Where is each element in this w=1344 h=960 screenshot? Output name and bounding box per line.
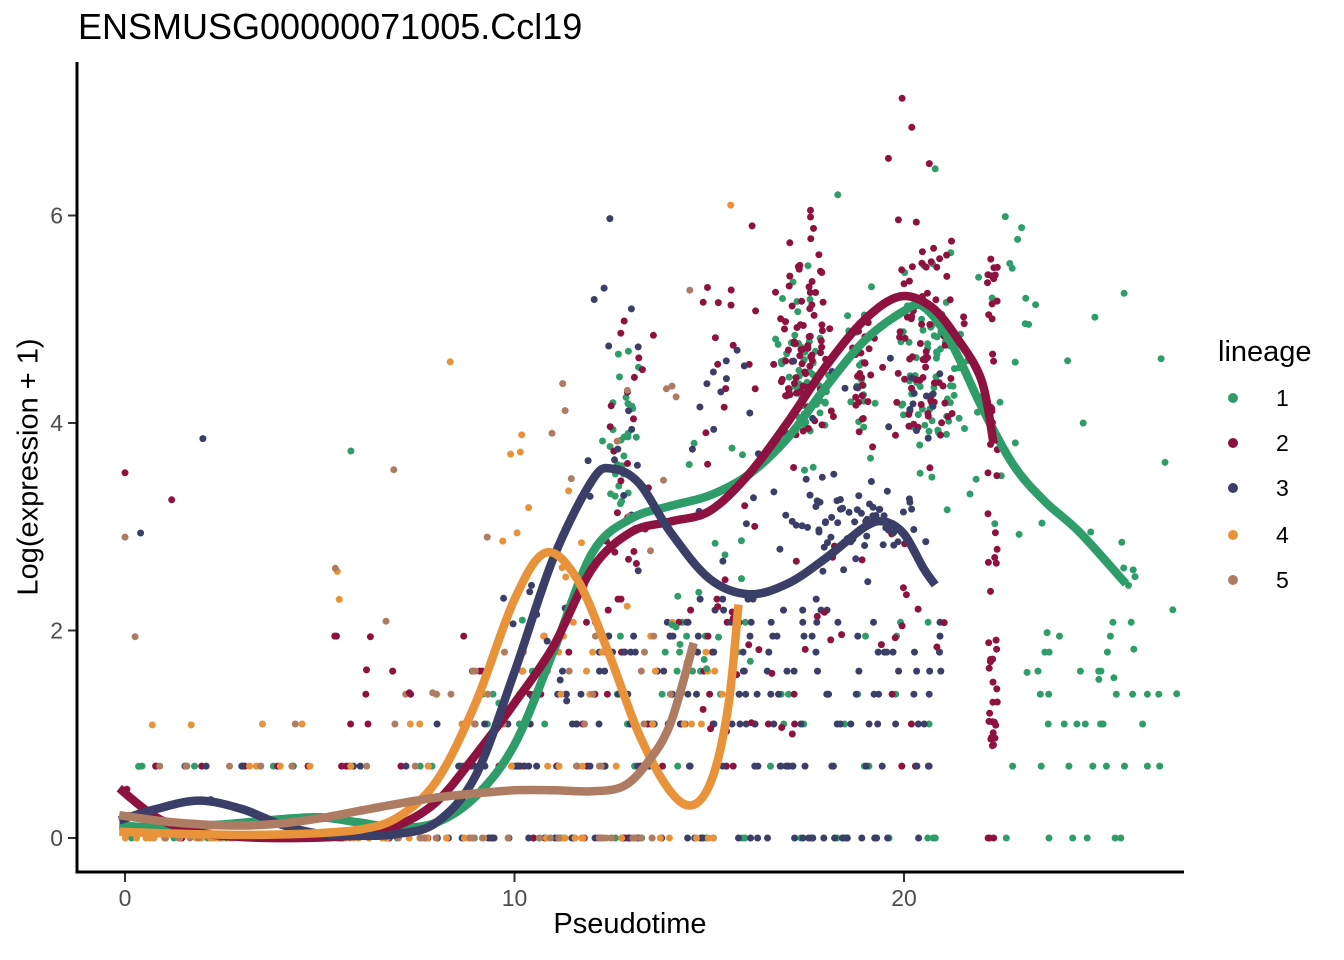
curve-lineage-1: [118, 300, 1130, 832]
legend-item-label: 4: [1276, 522, 1289, 548]
svg-text:10: 10: [502, 885, 528, 911]
legend-key-dot: [1228, 530, 1238, 540]
legend-title: lineage: [1218, 336, 1312, 368]
smooth-curves: [116, 291, 1130, 843]
legend-item-2: 2: [1208, 430, 1344, 456]
legend-item-label: 2: [1276, 430, 1289, 456]
svg-text:0: 0: [50, 825, 63, 851]
legend-key-dot: [1228, 483, 1238, 493]
chart-title: ENSMUSG00000071005.Ccl19: [78, 6, 583, 47]
svg-text:4: 4: [50, 410, 63, 436]
svg-text:2: 2: [50, 618, 63, 644]
legend-key-dot: [1228, 438, 1238, 448]
legend-item-4: 4: [1208, 522, 1344, 548]
axes: 0 10 20 0 2 4 6: [50, 62, 1184, 911]
svg-text:20: 20: [891, 885, 917, 911]
svg-text:0: 0: [119, 885, 132, 911]
legend-item-label: 5: [1276, 567, 1289, 593]
svg-text:6: 6: [50, 203, 63, 229]
x-axis-label: Pseudotime: [553, 908, 707, 940]
y-axis-label: Log(expression + 1): [12, 338, 45, 596]
legend-key-dot: [1228, 575, 1238, 585]
curve-lineage-5: [118, 641, 698, 830]
legend-key-dot: [1228, 393, 1238, 403]
legend-item-label: 3: [1276, 475, 1289, 501]
legend-item-1: 1: [1208, 385, 1344, 411]
legend-item-5: 5: [1208, 567, 1344, 593]
scatter-points: [121, 94, 1181, 842]
legend-item-3: 3: [1208, 475, 1344, 501]
legend-item-label: 1: [1276, 385, 1289, 411]
curve-lineage-4: [119, 547, 743, 840]
legend: lineage 1 2 3 4 5: [1208, 336, 1344, 606]
